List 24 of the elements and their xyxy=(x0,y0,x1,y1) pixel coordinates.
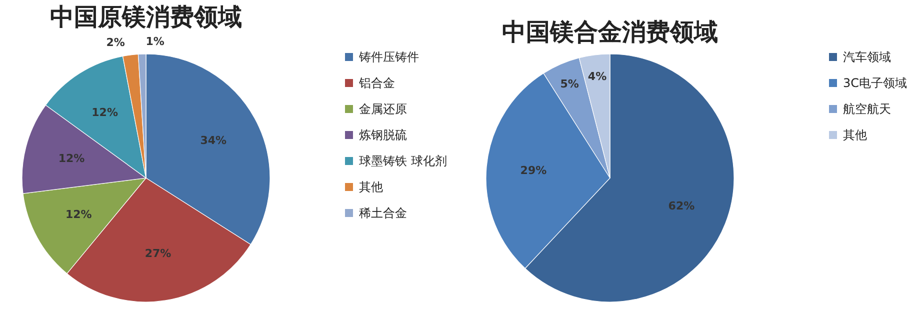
legend-label: 汽车领域 xyxy=(843,50,891,64)
chart-title: 中国原镁消费领域 xyxy=(50,4,242,32)
legend-label: 稀土合金 xyxy=(359,206,407,220)
data-label: 12% xyxy=(92,106,118,120)
data-label: 62% xyxy=(668,199,695,212)
legend-label: 3C电子领域 xyxy=(843,76,908,90)
data-label: 34% xyxy=(200,134,227,147)
data-label: 12% xyxy=(65,208,92,222)
legend-label: 其他 xyxy=(359,180,383,194)
legend-label: 其他 xyxy=(843,128,867,142)
legend-label: 炼钢脱硫 xyxy=(359,128,407,142)
legend-label: 球墨铸铁 球化剂 xyxy=(359,154,447,168)
chart-title: 中国镁合金消费领域 xyxy=(502,19,718,46)
data-label: 1% xyxy=(146,35,164,48)
data-label: 4% xyxy=(588,70,607,84)
data-label: 29% xyxy=(520,164,547,177)
legend-label: 铝合金 xyxy=(358,76,395,90)
data-label: 27% xyxy=(144,246,172,260)
data-label: 12% xyxy=(58,152,85,165)
legend-label: 航空航天 xyxy=(843,102,891,116)
legend-label: 铸件压铸件 xyxy=(358,50,419,64)
data-label: 5% xyxy=(560,78,579,91)
legend-label: 金属还原 xyxy=(359,102,407,116)
data-label: 2% xyxy=(106,36,125,50)
